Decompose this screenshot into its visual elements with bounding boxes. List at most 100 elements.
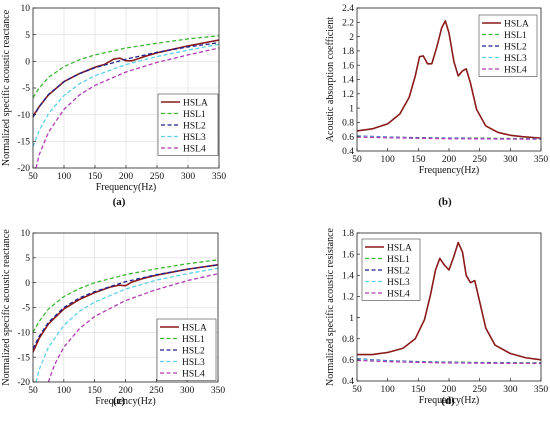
legend-entry: HSL1	[182, 335, 205, 345]
panel-label: (b)	[438, 196, 452, 208]
series-line-hsl4	[357, 359, 541, 365]
y-tick-label: 0.8	[342, 335, 354, 345]
y-tick-label: 1.4	[342, 271, 354, 281]
x-tick-label: 200	[442, 155, 457, 165]
legend-entry: HSL1	[387, 255, 410, 265]
x-tick-label: 350	[212, 172, 227, 182]
x-tick-label: 100	[381, 385, 396, 395]
x-tick-label: 50	[28, 172, 38, 182]
x-tick-label: 300	[181, 172, 196, 182]
legend-entry: HSLA	[504, 19, 529, 29]
legend-entry: HSLA	[183, 98, 208, 108]
y-tick-label: -5	[22, 84, 30, 94]
series-line-hsl2	[33, 42, 219, 118]
series-line-hsl4	[47, 273, 218, 382]
legend-entry: HSL2	[182, 346, 205, 356]
y-tick-label: -5	[22, 304, 30, 314]
y-tick-label: 1.8	[342, 47, 354, 57]
y-axis-label: Acoustic absorption coefficient	[325, 17, 336, 143]
x-tick-label: 350	[534, 385, 549, 395]
x-tick-label: 200	[119, 172, 134, 182]
y-tick-label: 0.8	[342, 119, 354, 129]
series-line-hsl1	[33, 35, 219, 98]
x-tick-label: 150	[411, 155, 426, 165]
series-group	[357, 20, 541, 140]
legend-entry: HSL3	[504, 54, 527, 64]
legend-entry: HSLA	[387, 243, 412, 253]
legend-entry: HSL3	[387, 278, 410, 288]
x-tick-label: 350	[534, 155, 549, 165]
x-tick-label: 300	[180, 386, 195, 396]
y-axis-label: Normalized specific acoustic reactance	[1, 9, 12, 166]
y-tick-label: -15	[17, 138, 30, 148]
chart-panel-0: 50 100 150 200 250 300 350 -20 -15 -10 -5 0 5 10 Frequ…	[1, 4, 226, 208]
x-axis-label: Frequency(Hz)	[95, 396, 156, 407]
legend-entry: HSL1	[504, 31, 527, 41]
y-tick-label: 1	[349, 314, 354, 324]
y-tick-label: 0	[25, 279, 30, 289]
x-tick-label: 50	[28, 386, 38, 396]
panel-label: (c)	[113, 395, 126, 407]
x-tick-label: 300	[503, 155, 518, 165]
y-axis-label: Normalized specific acoustic reactance	[1, 229, 12, 386]
x-tick-label: 100	[57, 172, 72, 182]
legend-entry: HSL2	[387, 266, 410, 276]
series-line-hsla	[33, 263, 218, 353]
legend-entry: HSL4	[183, 144, 206, 154]
y-tick-label: 1.2	[342, 90, 354, 100]
y-tick-label: 0.4	[342, 147, 354, 157]
y-tick-label: 2.2	[342, 19, 354, 29]
y-tick-label: 1.6	[342, 250, 354, 260]
legend-entry: HSL2	[183, 121, 206, 131]
x-tick-label: 250	[149, 386, 164, 396]
series-line-hsl2	[33, 264, 218, 350]
y-tick-label: 1.8	[342, 229, 354, 239]
series-line-hsl1	[33, 259, 218, 333]
y-tick-label: 10	[21, 229, 31, 239]
y-tick-label: 1.4	[342, 76, 354, 86]
legend-entry: HSL3	[183, 133, 206, 143]
panel-label: (a)	[113, 196, 126, 208]
y-tick-label: -10	[17, 111, 30, 121]
series-line-hsl3	[33, 43, 219, 147]
x-tick-label: 150	[88, 386, 103, 396]
y-tick-label: 0.6	[342, 133, 354, 143]
legend-entry: HSL3	[182, 358, 205, 368]
y-tick-label: 0.4	[342, 377, 354, 387]
legend-entry: HSL4	[504, 65, 527, 75]
series-line-hsla	[357, 241, 541, 361]
y-tick-label: -20	[17, 164, 30, 174]
y-tick-label: -10	[17, 329, 30, 339]
series-line-hsla	[357, 20, 541, 139]
x-tick-label: 150	[411, 385, 426, 395]
legend-entry: HSL1	[183, 110, 206, 120]
x-tick-label: 250	[150, 172, 165, 182]
series-line-hsl3	[35, 267, 218, 382]
x-tick-label: 200	[118, 386, 133, 396]
x-axis-label: Frequency(Hz)	[96, 182, 157, 193]
series-group	[33, 259, 218, 382]
y-tick-label: 10	[21, 4, 31, 14]
x-tick-label: 150	[88, 172, 103, 182]
y-tick-label: 1	[349, 104, 354, 114]
x-tick-label: 250	[473, 385, 488, 395]
x-tick-label: 300	[503, 385, 518, 395]
y-tick-label: -15	[17, 353, 30, 363]
y-tick-label: 2	[349, 33, 354, 43]
y-tick-label: 2.4	[342, 4, 354, 14]
legend-entry: HSL4	[182, 369, 205, 379]
x-axis-label: Frequency(Hz)	[419, 165, 480, 176]
chart-panel-2: 50 100 150 200 250 300 350 -20 -15 -10 -5 0 5 10 Frequ…	[1, 229, 225, 407]
y-tick-label: 5	[25, 254, 30, 264]
panel-label: (d)	[441, 395, 455, 407]
x-axis-label: Frequency(Hz)	[419, 395, 480, 406]
legend-entry: HSL2	[504, 42, 527, 52]
y-tick-label: -20	[17, 378, 30, 388]
x-tick-label: 50	[352, 385, 362, 395]
legend-entry: HSLA	[182, 323, 207, 333]
x-tick-label: 250	[473, 155, 488, 165]
